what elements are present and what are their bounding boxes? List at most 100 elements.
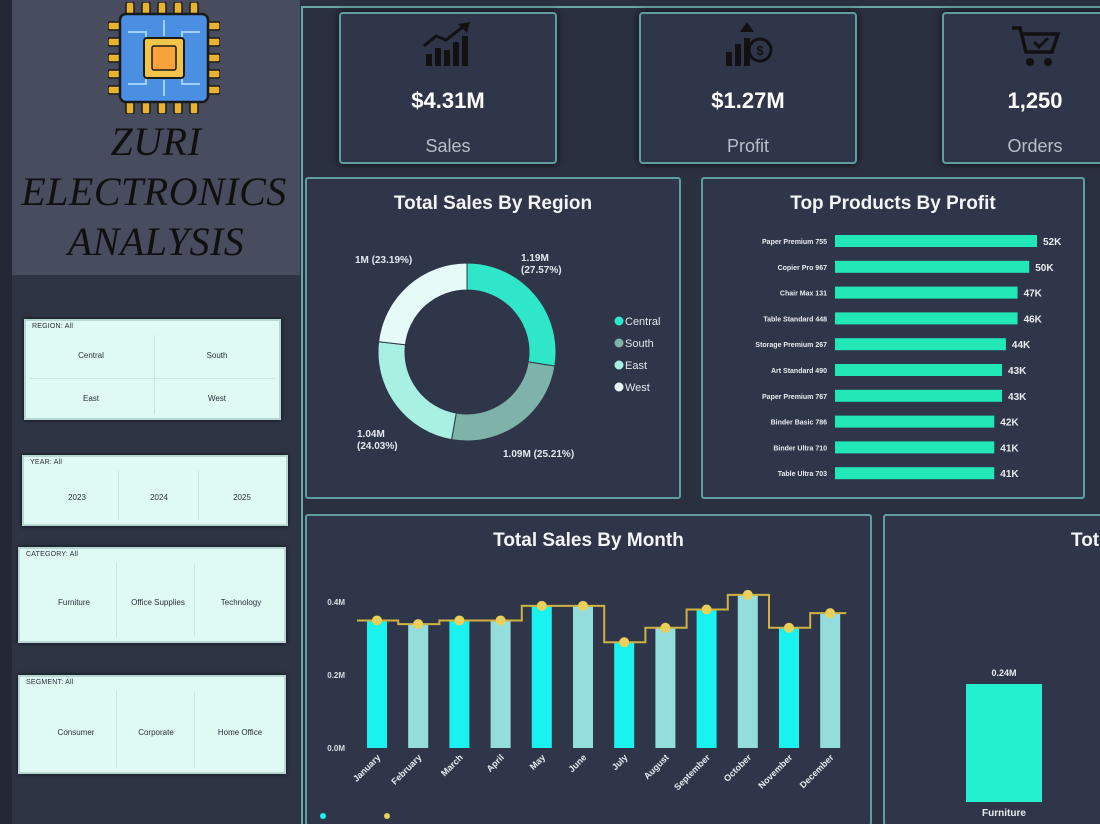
x-tick-label: May [528, 752, 547, 771]
kpi-sales-value: $4.31M [411, 88, 485, 113]
region-slicer-title: REGION: All [32, 323, 74, 330]
x-tick-label: June [566, 752, 588, 774]
month-point [619, 637, 630, 648]
year-option-2025[interactable]: 2025 [233, 493, 251, 502]
kpi-orders-label: Orders [1007, 136, 1063, 156]
product-bar [835, 389, 1003, 402]
product-value-label: 44K [1012, 340, 1031, 351]
top-products-panel: Top Products By Profit Paper Premium 755… [701, 177, 1085, 499]
product-bar [835, 260, 1030, 273]
y-tick-label: 0.0M [327, 744, 345, 753]
month-bar [655, 627, 676, 748]
product-value-label: 50K [1035, 263, 1054, 274]
month-bar [408, 624, 429, 748]
month-point [536, 600, 547, 611]
donut-slice-south [450, 361, 556, 442]
region-option-south[interactable]: South [206, 351, 228, 360]
donut-label-east: 1.04M [357, 429, 385, 440]
month-point [454, 615, 465, 626]
x-tick-label: November [756, 752, 795, 791]
legend-dot-east [614, 360, 624, 370]
product-bar [835, 312, 1018, 325]
category-slicer: CATEGORY: All Furniture Office Supplies … [18, 547, 286, 643]
brand-line-2: ELECTRONICS [21, 169, 287, 214]
month-point [578, 600, 588, 611]
chart-up-icon [423, 22, 470, 66]
sales-by-category-panel: Tot 0.24M Furniture [883, 514, 1100, 824]
donut-label-south: 1.09M (25.21%) [503, 449, 574, 460]
category-slicer-title: CATEGORY: All [26, 551, 79, 558]
month-point [701, 604, 712, 615]
product-bar [835, 415, 995, 428]
kpi-sales-card: $4.31M Sales [339, 12, 557, 164]
legend-label-east: East [625, 360, 647, 372]
product-value-label: 43K [1008, 392, 1027, 403]
chip-logo-icon [108, 2, 220, 114]
product-bar [835, 364, 1003, 376]
sales-by-region-panel: Total Sales By Region 1.19M (27.57%) 1.09M… [305, 177, 681, 499]
region-option-west[interactable]: West [207, 394, 227, 403]
product-bar [835, 467, 995, 480]
product-value-label: 41K [1000, 443, 1019, 454]
kpi-profit-value: $1.27M [711, 88, 785, 113]
x-tick-label: March [439, 752, 465, 778]
segment-option-home-office[interactable]: Home Office [217, 728, 263, 737]
x-tick-label: April [484, 752, 506, 774]
month-bar [614, 642, 635, 748]
legend-label-south: South [625, 338, 654, 350]
legend-label-central: Central [625, 316, 660, 328]
year-slicer: YEAR: All 2023 2024 2025 [22, 455, 288, 526]
sales-by-region-donut: 1.19M(27.57%) 1.09M (25.21%) 1.04M(24.03%)… [355, 253, 660, 460]
brand-line-1: ZURI [110, 119, 202, 164]
month-point [742, 589, 753, 600]
segment-option-consumer[interactable]: Consumer [57, 728, 95, 737]
product-name: Storage Premium 267 [755, 342, 827, 349]
kpi-profit-label: Profit [726, 136, 769, 156]
month-point [495, 615, 506, 626]
segment-option-corporate[interactable]: Corporate [138, 728, 174, 737]
x-tick-label: August [642, 752, 671, 781]
product-value-label: 42K [1000, 418, 1019, 429]
region-slicer: REGION: All Central South East West [24, 319, 281, 420]
legend-dot-central [614, 316, 624, 326]
sales-by-category-chart: 0.24M Furniture [966, 668, 1042, 819]
y-tick-label: 0.4M [327, 598, 345, 607]
product-name: Paper Premium 755 [762, 239, 827, 246]
legend-dot-south [614, 338, 624, 348]
sales-by-category-title: Tot [1071, 530, 1100, 551]
sales-by-month-panel: Total Sales By Month 0.0M 0.2M 0.4M January… [305, 514, 872, 824]
month-point [825, 608, 836, 619]
region-option-east[interactable]: East [82, 394, 99, 403]
month-bar [367, 620, 387, 748]
brand-line-3: ANALYSIS [67, 219, 245, 264]
legend-dot-bars [320, 813, 326, 819]
month-bar [820, 613, 841, 748]
category-option-office-supplies[interactable]: Office Supplies [131, 598, 185, 607]
product-value-label: 52K [1043, 237, 1062, 248]
donut-slice-central [466, 262, 557, 367]
category-option-technology[interactable]: Technology [220, 598, 262, 607]
kpi-orders-value: 1,250 [1007, 88, 1063, 113]
sales-by-month-chart: 0.0M 0.2M 0.4M January February March April May… [320, 589, 847, 819]
sales-by-month-title: Total Sales By Month [493, 530, 684, 551]
product-value-label: 43K [1008, 366, 1027, 377]
product-value-label: 47K [1024, 289, 1043, 300]
donut-label-pct-central: (27.57%) [521, 265, 562, 276]
month-point [660, 622, 671, 633]
donut-label-west: 1M (23.19%) [355, 255, 412, 266]
donut-label-central: 1.19M [521, 253, 549, 264]
category-x-label: Furniture [982, 808, 1026, 819]
year-option-2024[interactable]: 2024 [150, 493, 168, 502]
year-slicer-title: YEAR: All [30, 459, 63, 466]
x-tick-label: January [351, 752, 382, 783]
product-name: Paper Premium 767 [762, 394, 827, 401]
x-tick-label: September [672, 752, 712, 792]
year-option-2023[interactable]: 2023 [68, 493, 86, 502]
kpi-sales-label: Sales [425, 136, 471, 156]
category-option-furniture[interactable]: Furniture [57, 598, 90, 607]
donut-slice-west [378, 262, 468, 346]
month-line [357, 593, 847, 644]
product-bar [835, 441, 995, 454]
region-option-central[interactable]: Central [78, 351, 104, 360]
product-name: Binder Ultra 710 [773, 445, 827, 452]
